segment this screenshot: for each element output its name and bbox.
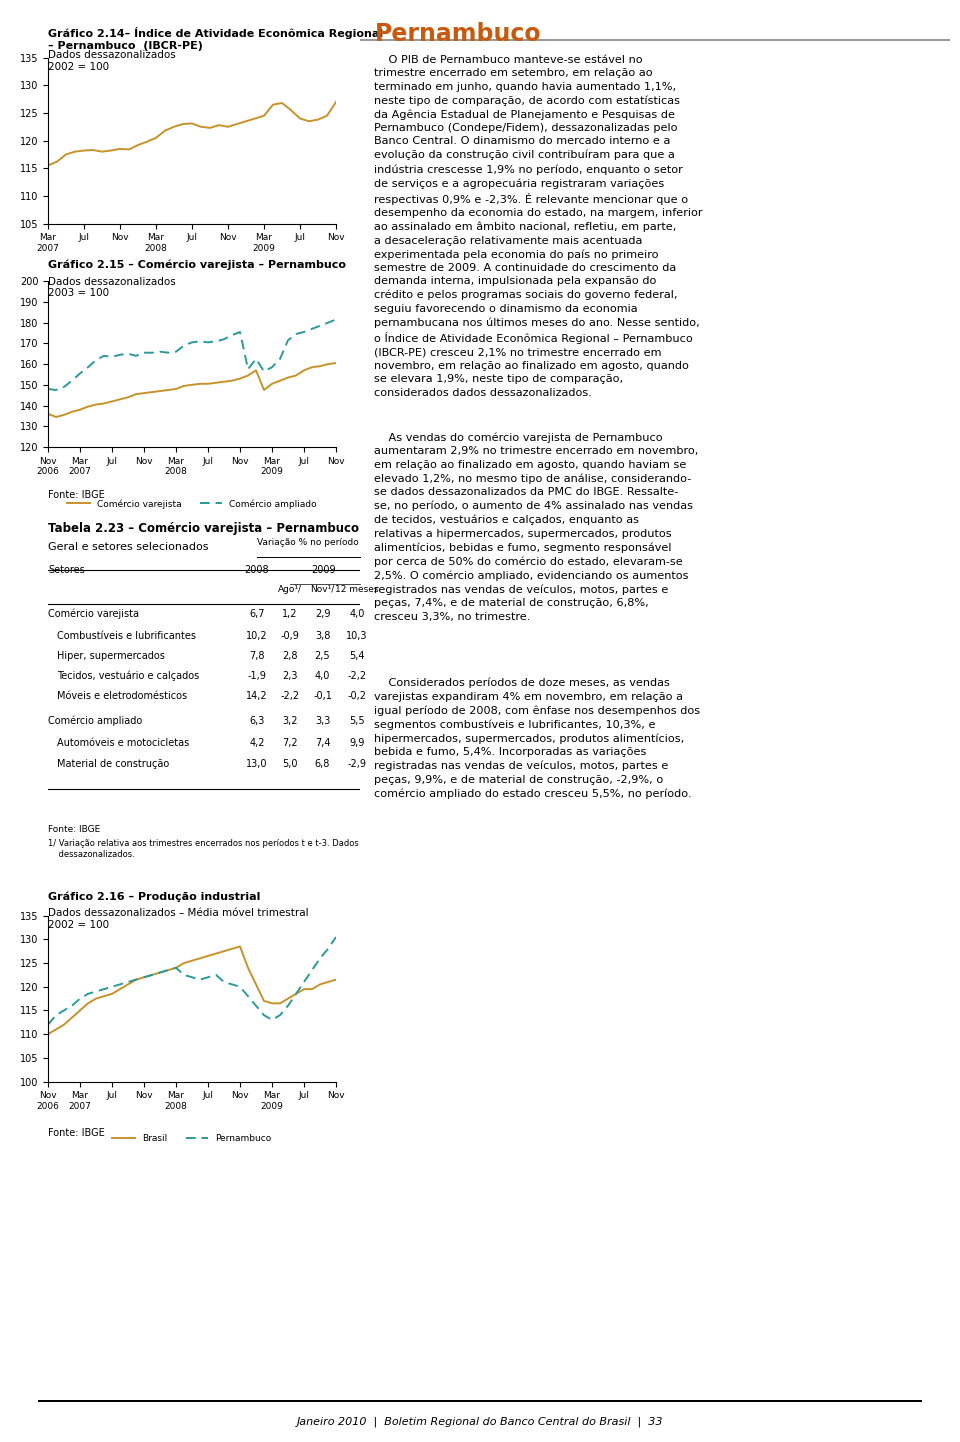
Text: 10,2: 10,2 <box>246 630 268 640</box>
Text: 14,2: 14,2 <box>246 691 268 701</box>
Text: Gráfico 2.15 – Comércio varejista – Pernambuco: Gráfico 2.15 – Comércio varejista – Pern… <box>48 260 346 270</box>
Text: As vendas do comércio varejista de Pernambuco
aumentaram 2,9% no trimestre encer: As vendas do comércio varejista de Perna… <box>374 433 699 622</box>
Text: -2,9: -2,9 <box>348 760 367 770</box>
Text: Variação % no período: Variação % no período <box>257 538 359 548</box>
Text: 3,2: 3,2 <box>282 717 298 727</box>
Text: 6,8: 6,8 <box>315 760 330 770</box>
Text: 2008: 2008 <box>245 565 270 575</box>
Text: Considerados períodos de doze meses, as vendas
varejistas expandiram 4% em novem: Considerados períodos de doze meses, as … <box>374 678 701 799</box>
Text: Gráfico 2.16 – Produção industrial: Gráfico 2.16 – Produção industrial <box>48 891 260 901</box>
Text: 2002 = 100: 2002 = 100 <box>48 920 109 930</box>
Text: 2,9: 2,9 <box>315 609 330 619</box>
Text: O PIB de Pernambuco manteve-se estável no
trimestre encerrado em setembro, em re: O PIB de Pernambuco manteve-se estável n… <box>374 55 703 398</box>
Text: 3,3: 3,3 <box>315 717 330 727</box>
Text: 4,2: 4,2 <box>250 738 265 748</box>
Text: 2009: 2009 <box>311 565 336 575</box>
Legend: Comércio varejista, Comércio ampliado: Comércio varejista, Comércio ampliado <box>63 496 321 512</box>
Text: Hiper, supermercados: Hiper, supermercados <box>58 650 165 660</box>
Text: Ago¹/: Ago¹/ <box>277 585 301 594</box>
Text: 6,7: 6,7 <box>250 609 265 619</box>
Text: -2,2: -2,2 <box>348 671 367 681</box>
Text: Tecidos, vestuário e calçados: Tecidos, vestuário e calçados <box>58 671 200 681</box>
Text: 2,5: 2,5 <box>315 650 330 660</box>
Text: Setores: Setores <box>48 565 84 575</box>
Text: 1/ Variação relativa aos trimestres encerrados nos períodos t e t-3. Dados
    d: 1/ Variação relativa aos trimestres ence… <box>48 839 359 858</box>
Text: Combustíveis e lubrificantes: Combustíveis e lubrificantes <box>58 630 197 640</box>
Text: Automóveis e motocicletas: Automóveis e motocicletas <box>58 738 190 748</box>
Text: 7,2: 7,2 <box>282 738 298 748</box>
Text: 6,3: 6,3 <box>250 717 265 727</box>
Text: Gráfico 2.14– Índice de Atividade Econômica Regional
– Pernambuco  (IBCR-PE): Gráfico 2.14– Índice de Atividade Econôm… <box>48 27 383 50</box>
Text: Dados dessazonalizados – Média móvel trimestral: Dados dessazonalizados – Média móvel tri… <box>48 908 308 919</box>
Text: Comércio varejista: Comércio varejista <box>48 609 139 619</box>
Text: -0,9: -0,9 <box>280 630 300 640</box>
Text: Geral e setores selecionados: Geral e setores selecionados <box>48 542 208 552</box>
Text: 5,0: 5,0 <box>282 760 298 770</box>
Text: -1,9: -1,9 <box>248 671 267 681</box>
Text: 10,3: 10,3 <box>347 630 368 640</box>
Text: Fonte: IBGE: Fonte: IBGE <box>48 825 100 833</box>
Text: 4,0: 4,0 <box>315 671 330 681</box>
Text: Janeiro 2010  |  Boletim Regional do Banco Central do Brasil  |  33: Janeiro 2010 | Boletim Regional do Banco… <box>297 1416 663 1426</box>
Text: 12 meses: 12 meses <box>335 585 378 594</box>
Text: -0,1: -0,1 <box>313 691 332 701</box>
Text: 9,9: 9,9 <box>349 738 365 748</box>
Text: 2,8: 2,8 <box>282 650 298 660</box>
Text: -0,2: -0,2 <box>348 691 367 701</box>
Text: 2002 = 100: 2002 = 100 <box>48 62 109 72</box>
Text: Fonte: IBGE: Fonte: IBGE <box>48 490 105 500</box>
Text: 4,0: 4,0 <box>349 609 365 619</box>
Text: Dados dessazonalizados: Dados dessazonalizados <box>48 277 176 287</box>
Text: 5,4: 5,4 <box>349 650 365 660</box>
Text: Material de construção: Material de construção <box>58 760 170 770</box>
Text: Móveis e eletrodomésticos: Móveis e eletrodomésticos <box>58 691 187 701</box>
Text: Fonte: IBGE: Fonte: IBGE <box>48 1128 105 1138</box>
Text: Tabela 2.23 – Comércio varejista – Pernambuco: Tabela 2.23 – Comércio varejista – Perna… <box>48 522 359 535</box>
Text: Pernambuco: Pernambuco <box>374 22 541 46</box>
Text: 1,2: 1,2 <box>282 609 298 619</box>
Text: -2,2: -2,2 <box>280 691 300 701</box>
Text: 2,3: 2,3 <box>282 671 298 681</box>
Text: Comércio ampliado: Comércio ampliado <box>48 715 142 727</box>
Text: 3,8: 3,8 <box>315 630 330 640</box>
Text: 7,8: 7,8 <box>250 650 265 660</box>
Text: 5,5: 5,5 <box>349 717 365 727</box>
Text: Dados dessazonalizados: Dados dessazonalizados <box>48 50 176 61</box>
Legend: Brasil, Pernambuco: Brasil, Pernambuco <box>108 1131 276 1146</box>
Text: Nov¹/: Nov¹/ <box>310 585 335 594</box>
Text: 13,0: 13,0 <box>247 760 268 770</box>
Text: 7,4: 7,4 <box>315 738 330 748</box>
Text: 2003 = 100: 2003 = 100 <box>48 288 109 298</box>
